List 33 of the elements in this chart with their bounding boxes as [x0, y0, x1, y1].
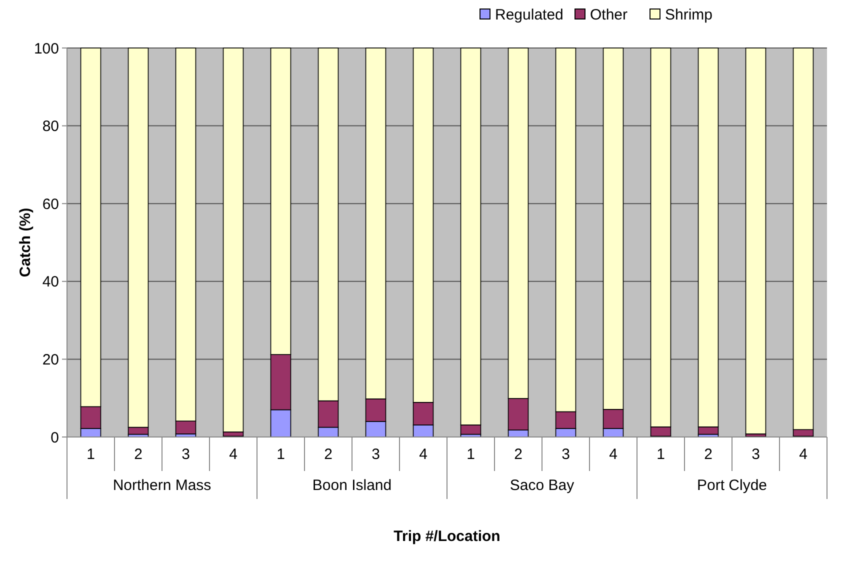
bar: [745, 48, 766, 434]
y-tick-label: 40: [42, 274, 59, 291]
x-tick-label: 1: [466, 446, 475, 463]
y-tick-label: 60: [42, 196, 59, 213]
text: Boon Island: [312, 477, 392, 494]
x-tick-label: 4: [799, 446, 808, 463]
x-axis-title: Trip #/Location: [394, 528, 500, 545]
y-tick-label: 20: [42, 351, 59, 368]
text: Port Clyde: [696, 477, 768, 494]
x-tick-label: 2: [514, 446, 522, 463]
x-tick-label: 4: [229, 446, 238, 463]
x-tick-label: 4: [419, 446, 428, 463]
y-tick-label: 100: [34, 40, 59, 58]
legend-label: Other: [590, 6, 628, 24]
x-tick-label: 3: [182, 446, 190, 463]
y-tick-label: 80: [42, 118, 59, 136]
x-tick-label: 3: [372, 446, 380, 463]
x-tick-label: 2: [324, 446, 332, 463]
text: Saco Bay: [510, 477, 575, 494]
x-tick-label: 2: [134, 446, 142, 463]
legend-label: Shrimp: [665, 6, 713, 24]
legend-label: Regulated: [495, 6, 564, 24]
x-tick-label: 4: [609, 446, 618, 463]
text: Northern Mass: [112, 477, 212, 494]
y-axis-title: Catch (%): [17, 208, 34, 278]
x-tick-label: 3: [562, 446, 570, 463]
bar: [222, 48, 244, 432]
x-tick-label: 1: [656, 446, 665, 463]
x-tick-label: 1: [86, 446, 95, 463]
x-tick-label: 2: [704, 446, 712, 463]
y-tick-label: 0: [50, 429, 59, 446]
x-tick-label: 3: [752, 446, 760, 463]
x-tick-label: 1: [276, 446, 285, 463]
